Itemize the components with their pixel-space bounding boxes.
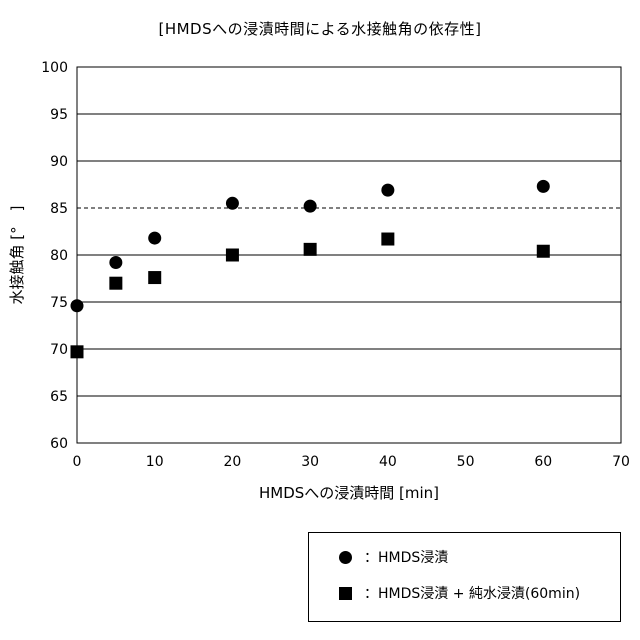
x-tick-label: 10: [146, 454, 164, 470]
legend: ：HMDS浸漬 ：HMDS浸漬 + 純水浸漬(60min): [308, 532, 621, 622]
data-point-hmds: [148, 232, 161, 245]
data-points: [71, 180, 550, 358]
x-tick-label: 70: [612, 454, 630, 470]
circle-marker-icon: [339, 551, 352, 564]
y-tick-label: 85: [50, 201, 68, 217]
data-point-hmds-water: [381, 233, 394, 246]
data-point-hmds-water: [109, 277, 122, 290]
data-point-hmds: [71, 299, 84, 312]
legend-item-hmds-water: ：HMDS浸漬 + 純水浸漬(60min): [339, 583, 580, 603]
data-point-hmds-water: [148, 271, 161, 284]
y-tick-label: 90: [50, 154, 68, 170]
x-tick-label: 20: [224, 454, 242, 470]
y-tick-label: 80: [50, 248, 68, 264]
data-point-hmds: [537, 180, 550, 193]
y-tick-label: 100: [41, 60, 68, 76]
y-tick-label: 75: [50, 295, 68, 311]
data-point-hmds-water: [537, 245, 550, 258]
y-tick-label: 70: [50, 342, 68, 358]
tick-labels: 60 65 70 75 80 85 90 95 100 0 10 20 30 40 50 60 70: [41, 60, 630, 470]
square-marker-icon: [339, 587, 352, 600]
y-axis-title: 水接触角 [° ]: [8, 206, 26, 305]
x-tick-label: 50: [457, 454, 475, 470]
data-point-hmds: [226, 197, 239, 210]
y-tick-label: 95: [50, 107, 68, 123]
x-tick-label: 60: [534, 454, 552, 470]
data-point-hmds-water: [71, 345, 84, 358]
y-tick-label: 60: [50, 436, 68, 452]
data-point-hmds-water: [226, 249, 239, 262]
data-point-hmds: [304, 200, 317, 213]
data-point-hmds-water: [304, 243, 317, 256]
legend-label: ：HMDS浸漬 + 純水浸漬(60min): [364, 583, 580, 603]
data-point-hmds: [381, 184, 394, 197]
x-tick-label: 0: [73, 454, 82, 470]
x-tick-label: 30: [301, 454, 319, 470]
data-point-hmds: [109, 256, 122, 269]
y-tick-label: 65: [50, 389, 68, 405]
legend-item-hmds: ：HMDS浸漬: [339, 547, 448, 567]
legend-label: ：HMDS浸漬: [364, 547, 448, 567]
x-axis-title: HMDSへの浸漬時間 [min]: [259, 484, 439, 502]
x-tick-label: 40: [379, 454, 397, 470]
